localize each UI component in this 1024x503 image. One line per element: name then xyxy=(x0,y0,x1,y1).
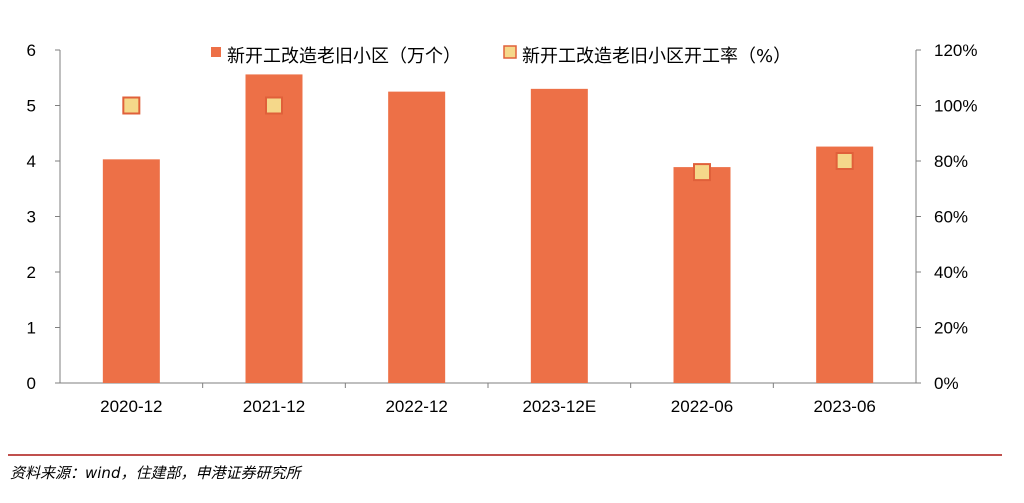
x-tick-label: 2023-12E xyxy=(522,397,596,416)
right-tick-label: 120% xyxy=(934,41,977,60)
source-note: 资料来源：wind，住建部，申港证券研究所 xyxy=(10,464,301,482)
right-tick-label: 60% xyxy=(934,208,968,227)
source-divider xyxy=(8,454,1002,456)
legend-marker-swatch xyxy=(503,45,517,59)
right-tick-label: 20% xyxy=(934,319,968,338)
x-tick-label: 2022-12 xyxy=(385,397,447,416)
left-tick-label: 0 xyxy=(27,374,36,393)
left-tick-label: 3 xyxy=(27,208,36,227)
left-tick-label: 2 xyxy=(27,263,36,282)
right-tick-label: 0% xyxy=(934,374,959,393)
left-tick-label: 6 xyxy=(27,41,36,60)
bar xyxy=(816,146,874,383)
left-tick-label: 1 xyxy=(27,319,36,338)
left-tick-label: 4 xyxy=(27,152,36,171)
x-tick-label: 2021-12 xyxy=(243,397,305,416)
rate-marker xyxy=(122,96,141,115)
chart-axes xyxy=(55,49,921,388)
marker-series xyxy=(122,96,854,182)
legend-bar-label: 新开工改造老旧小区（万个） xyxy=(227,46,461,67)
rate-marker xyxy=(835,152,854,170)
x-tick-label: 2023-06 xyxy=(813,397,875,416)
legend-marker-label: 新开工改造老旧小区开工率（%） xyxy=(522,46,791,67)
rate-marker xyxy=(693,163,711,182)
bar xyxy=(673,167,731,383)
bar xyxy=(102,159,160,383)
legend-bar-swatch xyxy=(211,47,221,57)
bar-series xyxy=(102,74,874,384)
x-tick-label: 2020-12 xyxy=(100,397,162,416)
bar xyxy=(530,88,588,383)
legend: 新开工改造老旧小区（万个） 新开工改造老旧小区开工率（%） xyxy=(211,45,791,67)
bar xyxy=(245,74,303,384)
right-tick-label: 80% xyxy=(934,152,968,171)
right-tick-label: 40% xyxy=(934,263,968,282)
right-tick-label: 100% xyxy=(934,97,977,116)
bar xyxy=(388,91,446,383)
left-tick-label: 5 xyxy=(27,97,36,116)
x-tick-label: 2022-06 xyxy=(671,397,733,416)
rate-marker xyxy=(265,96,283,115)
